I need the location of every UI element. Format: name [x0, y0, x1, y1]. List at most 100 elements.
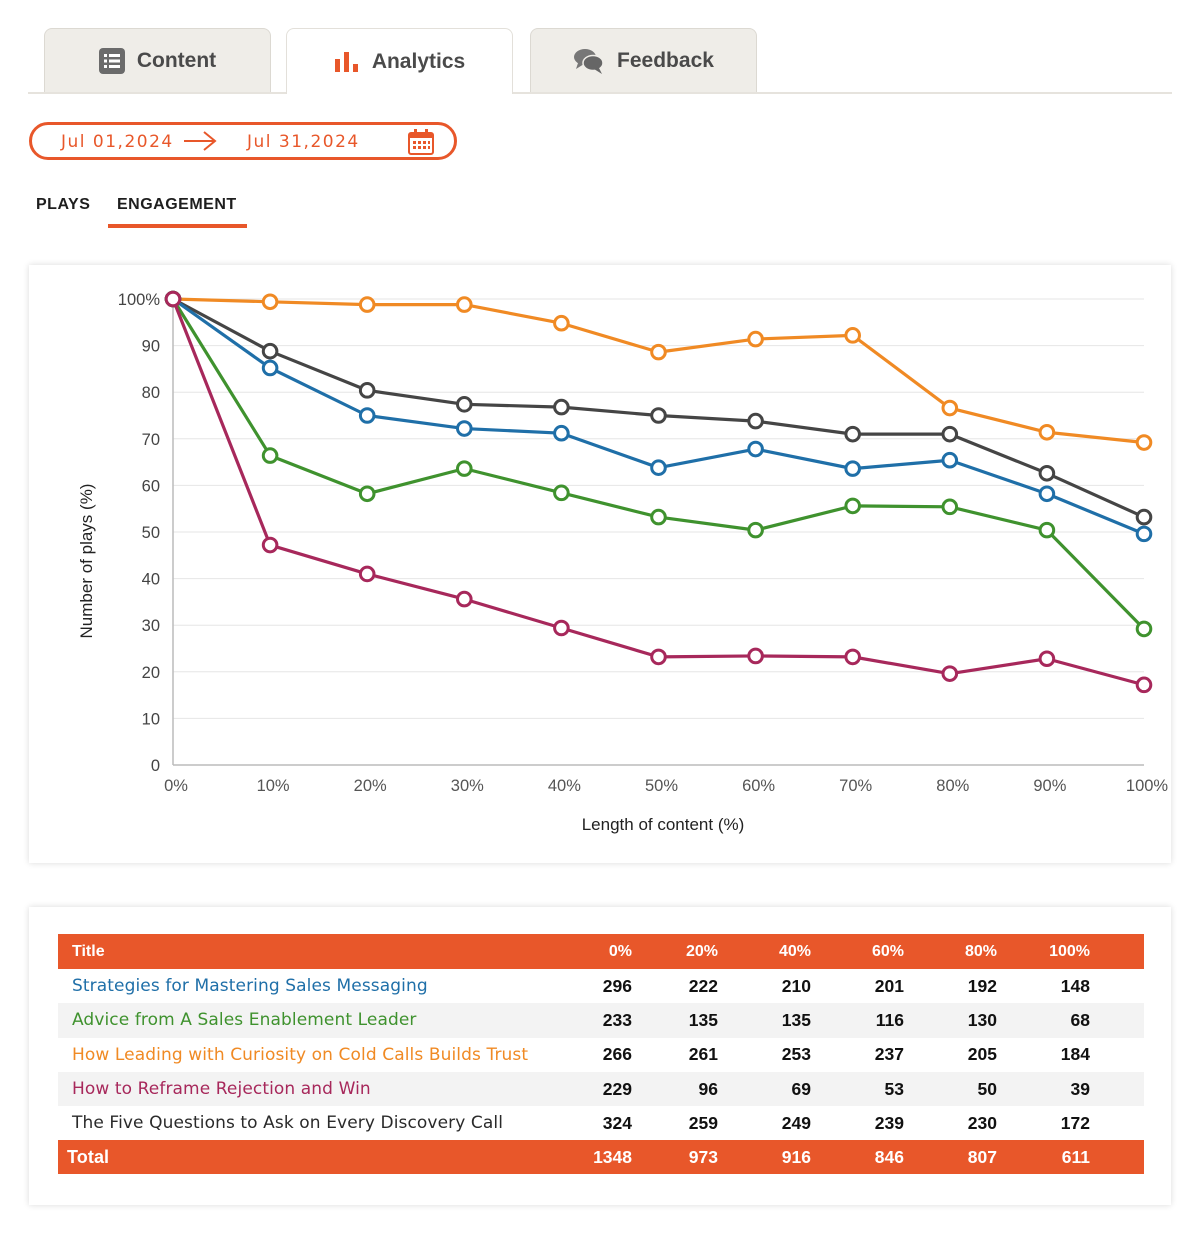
list-icon: [98, 47, 125, 74]
cell-value: 261: [688, 1044, 718, 1065]
tab-bar: Content Analytics Feedback: [28, 28, 1172, 94]
y-tick-label: 80: [142, 384, 160, 402]
x-tick-label: 30%: [451, 777, 484, 795]
data-point: [844, 460, 862, 477]
x-tick-label: 90%: [1033, 777, 1066, 795]
cell-value: 239: [874, 1112, 904, 1133]
cell-value: 69: [718, 1071, 811, 1107]
row-title-link[interactable]: Advice from A Sales Enablement Leader: [58, 1003, 558, 1038]
tab-analytics[interactable]: Analytics: [286, 28, 513, 94]
tab-analytics-label: Analytics: [371, 49, 466, 73]
y-tick-label: 70: [142, 431, 160, 449]
total-label: Total: [58, 1140, 558, 1175]
row-title-link[interactable]: Strategies for Mastering Sales Messaging: [72, 976, 428, 997]
engagement-table: Title 0% 20% 40% 60% 80% 100% Strategies…: [58, 934, 1144, 1175]
table-header-row: Title 0% 20% 40% 60% 80% 100%: [58, 934, 1144, 969]
tab-content[interactable]: Content: [44, 28, 271, 92]
row-title-link[interactable]: How Leading with Curiosity on Cold Calls…: [72, 1044, 529, 1065]
y-axis-label: Number of plays (%): [77, 484, 96, 639]
y-tick-label: 0: [151, 757, 160, 775]
series-2: [164, 290, 1153, 526]
data-point: [261, 536, 279, 554]
x-tick-label: 100%: [1126, 777, 1169, 795]
cell-value: 148: [1060, 975, 1090, 996]
y-tick-label: 40: [142, 571, 160, 589]
x-tick-label: 20%: [354, 777, 387, 795]
cell-value: 205: [967, 1044, 997, 1065]
data-point: [261, 359, 279, 377]
cell-value: 237: [874, 1044, 904, 1065]
data-point: [747, 412, 764, 430]
y-tick-label: 20: [142, 664, 160, 682]
data-point: [456, 590, 473, 608]
calendar-icon[interactable]: [407, 128, 435, 161]
cell-value: 249: [781, 1112, 811, 1133]
data-point: [456, 460, 473, 477]
end-date[interactable]: Jul 31,2024: [247, 132, 360, 152]
data-point: [650, 648, 667, 666]
table-row: The Five Questions to Ask on Every Disco…: [58, 1106, 1144, 1140]
x-tick-label: 50%: [645, 777, 678, 795]
y-axis-ticks: 0 10 20 30 40 50 60 70 80 90 100%: [118, 291, 161, 775]
data-point: [1038, 423, 1056, 441]
row-title-link[interactable]: How to Reframe Rejection and Win: [58, 1071, 558, 1107]
data-point: [261, 447, 279, 464]
data-point: [1038, 464, 1056, 482]
speech-bubbles-icon: [573, 47, 605, 75]
series-4: [164, 290, 1153, 638]
x-tick-label: 0%: [164, 777, 188, 795]
x-tick-label: 80%: [936, 777, 969, 795]
data-point: [1135, 676, 1153, 694]
total-value: 807: [904, 1140, 997, 1175]
cell-value: 53: [811, 1071, 904, 1107]
table-row: How Leading with Curiosity on Cold Calls…: [58, 1038, 1144, 1072]
data-point: [553, 484, 570, 502]
x-tick-label: 10%: [257, 777, 290, 795]
arrow-right-icon: [182, 128, 218, 159]
y-tick-label: 60: [142, 477, 160, 495]
data-point: [941, 498, 959, 516]
table-row: How to Reframe Rejection and Win 229 96 …: [58, 1071, 1144, 1107]
data-point: [261, 293, 279, 311]
data-point: [1135, 508, 1153, 526]
cell-value: 210: [781, 975, 811, 996]
cell-value: 296: [602, 975, 632, 996]
date-range-picker[interactable]: Jul 01,2024 Jul 31,2024: [29, 122, 457, 160]
y-tick-label: 50: [142, 524, 160, 542]
subtab-plays[interactable]: PLAYS: [36, 196, 91, 213]
data-point: [941, 425, 959, 443]
data-point: [747, 647, 764, 665]
column-header-40: 40%: [718, 934, 811, 969]
cell-value: 192: [967, 975, 997, 996]
bar-chart-icon: [334, 51, 360, 72]
tab-feedback[interactable]: Feedback: [530, 28, 757, 92]
cell-value: 39: [997, 1071, 1090, 1107]
cell-value: 172: [1060, 1112, 1090, 1133]
data-point: [1038, 521, 1056, 539]
data-point: [553, 619, 570, 637]
data-point: [1038, 485, 1056, 503]
data-point: [1135, 434, 1153, 451]
data-point: [553, 398, 570, 416]
table-total-row: Total 1348 973 916 846 807 611: [58, 1140, 1144, 1175]
series-1: [164, 290, 1153, 451]
x-tick-label: 60%: [742, 777, 775, 795]
engagement-line-chart: 0 10 20 30 40 50 60 70 80 90 100% 0% 10% 20% 30% 40% 50…: [77, 290, 1169, 834]
y-tick-label: 30: [142, 617, 160, 635]
cell-value: 130: [904, 1003, 997, 1038]
engagement-chart-card: 0 10 20 30 40 50 60 70 80 90 100% 0% 10% 20% 30% 40% 50…: [29, 265, 1171, 863]
data-point: [553, 314, 570, 332]
data-point: [650, 407, 667, 424]
data-point: [358, 382, 376, 399]
chart-series: [164, 290, 1153, 694]
chart-axes: [172, 299, 1144, 766]
subtab-engagement[interactable]: ENGAGEMENT: [117, 196, 237, 213]
cell-value: 116: [811, 1003, 904, 1038]
total-value: 846: [811, 1140, 904, 1175]
start-date[interactable]: Jul 01,2024: [61, 132, 174, 152]
row-title-link[interactable]: The Five Questions to Ask on Every Disco…: [72, 1113, 504, 1134]
data-point: [844, 648, 862, 666]
cell-value: 184: [1060, 1044, 1090, 1065]
column-header-20: 20%: [632, 934, 718, 969]
data-point: [164, 290, 182, 308]
